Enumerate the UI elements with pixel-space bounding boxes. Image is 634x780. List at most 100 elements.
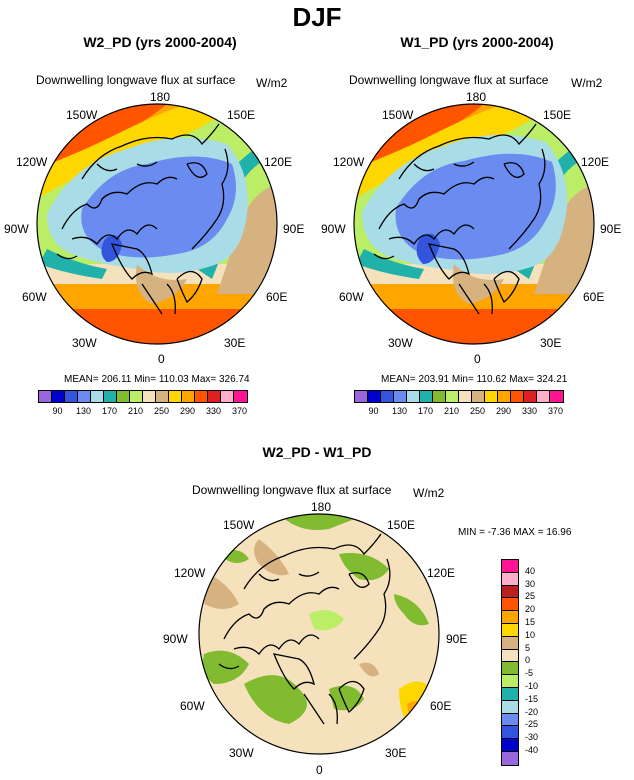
panel-w2-colorbar-swatch [91,391,104,402]
panel-w1-lon-180: 180 [466,90,487,104]
panel-diff-colorbar-label: -10 [525,681,539,691]
panel-w1-colorbar-swatch [407,391,420,402]
panel-w2-colorbar-swatch [104,391,117,402]
panel-w2-colorbar-swatch [39,391,52,402]
panel-diff-colorbar-label: -40 [525,745,539,755]
panel-w2-colorbar-label: 130 [75,406,92,416]
panel-w2-colorbar-label: 290 [179,406,196,416]
panel-diff-lon-120w: 120W [174,566,206,580]
panel-diff-colorbar-swatch [502,751,518,765]
panel-diff-colorbar-labels: 40 30 25 20 15 10 5 0 -5 -10 -15 -20 -25 -30 -40 [525,559,555,769]
panel-diff-colorbar-label: 30 [525,578,536,589]
panel-w2-lon-30e: 30E [224,336,246,350]
panel-diff-lon-60e: 60E [430,699,452,713]
panel-w1-lon-30e: 30E [540,336,562,350]
panel-w2-lon-150e: 150E [227,108,256,122]
panel-w1-map [353,103,595,345]
panel-diff-lon-120e: 120E [427,566,456,580]
panel-w1-lon-120w: 120W [333,155,365,169]
panel-w2-colorbar-swatch [78,391,91,402]
panel-diff-colorbar-swatch [502,739,518,752]
panel-w2-colorbar-label: 370 [231,406,248,416]
panel-w1-lon-150w: 150W [382,108,414,122]
panel-diff-variable: Downwelling longwave flux at surface [192,483,392,497]
panel-w2-lon-60e: 60E [266,290,288,304]
main-title: DJF [292,2,342,32]
panel-w1-stats: MEAN= 203.91 Min= 110.62 Max= 324.21 [381,374,568,385]
panel-diff-colorbar-swatch [502,636,518,650]
panel-w1-colorbar-swatch [433,391,446,402]
panel-diff-colorbar-swatch [502,649,518,663]
panel-w2-units: W/m2 [256,76,288,90]
panel-w2-lon-60w: 60W [22,290,47,304]
panel-w1-colorbar-swatch [368,391,381,402]
panel-w1-colorbar-label: 170 [417,406,434,416]
panel-w2-colorbar-label: 330 [205,406,222,416]
panel-w1-lon-60e: 60E [583,290,605,304]
panel-w2-lon-30w: 30W [72,336,97,350]
panel-diff-colorbar-label: 10 [525,629,536,640]
panel-w1-lon-120e: 120E [581,155,610,169]
panel-diff-title: W2_PD - W1_PD [262,444,372,460]
panel-w2-colorbar-swatch [169,391,182,402]
panel-diff-colorbar-label: -25 [525,719,539,730]
panel-w2-title: W2_PD (yrs 2000-2004) [83,34,237,50]
panel-w2-map [36,103,278,345]
panel-w1-colorbar-swatch [446,391,459,402]
panel-w2-colorbar-swatch [52,391,65,402]
panel-w2-lon-0: 0 [158,352,165,366]
panel-w2-variable: Downwelling longwave flux at surface [36,73,236,87]
panel-w1-colorbar-swatch [381,391,394,402]
panel-diff-colorbar-swatch [502,726,518,740]
panel-w1-colorbar-swatch [485,391,498,402]
panel-w1-lon-150e: 150E [543,108,572,122]
panel-w1-colorbar [354,390,564,403]
panel-w2-colorbar-label: 210 [127,406,144,416]
panel-diff-stats: MIN = -7.36 MAX = 16.96 [458,527,572,538]
panel-diff-lon-60w: 60W [180,699,205,713]
panel-w2-colorbar-swatch [208,391,221,402]
panel-w1-colorbar-swatch [524,391,537,402]
panel-diff-lon-180: 180 [311,500,332,514]
panel-w2-colorbar-swatch [195,391,208,402]
panel-diff-colorbar-swatch [502,611,518,624]
panel-w2-colorbar-label: 170 [101,406,118,416]
panel-w1-colorbar-label: 290 [495,406,512,416]
panel-w1-colorbar-swatch [420,391,433,402]
panel-diff-lon-30w: 30W [229,746,254,760]
panel-w2-colorbar [38,390,248,403]
panel-w2-stats: MEAN= 206.11 Min= 110.03 Max= 326.74 [64,374,250,385]
panel-w2-colorbar-swatch [65,391,78,402]
panel-w2-colorbar-swatch [143,391,156,402]
panel-diff-colorbar-label: 20 [525,604,536,615]
panel-w2-lon-180: 180 [150,90,171,104]
panel-w2-colorbar-label: 90 [52,406,63,416]
panel-w1-colorbar-label: 90 [368,406,379,416]
panel-diff-map [198,513,440,755]
panel-diff-colorbar-swatch [502,713,518,727]
panel-w1-variable: Downwelling longwave flux at surface [349,73,549,87]
panel-w1-colorbar-swatch [537,391,550,402]
panel-w2-lon-120e: 120E [264,155,293,169]
panel-w1-colorbar-label: 250 [469,406,486,416]
panel-diff-colorbar-label: -30 [525,732,539,743]
panel-diff-colorbar-swatch [502,700,518,714]
panel-w2-colorbar-label: 250 [153,406,170,416]
panel-w1-colorbar-label: 370 [547,406,564,416]
panel-diff-colorbar-label: 25 [525,591,536,602]
panel-diff-colorbar-swatch [502,572,518,586]
panel-diff-lon-90w: 90W [163,632,188,646]
panel-diff-colorbar-label: 40 [525,565,536,576]
panel-diff-colorbar-label: 5 [525,642,531,653]
panel-w1-lon-90w: 90W [321,222,346,236]
panel-diff-lon-150e: 150E [387,518,416,532]
panel-w2-colorbar-swatch [117,391,130,402]
panel-w1-colorbar-swatch [459,391,472,402]
panel-w1-title: W1_PD (yrs 2000-2004) [400,34,554,50]
panel-diff-colorbar-swatch [502,687,518,701]
panel-w1-colorbar-swatch [394,391,407,402]
panel-w2-lon-150w: 150W [66,108,98,122]
panel-w1-colorbar-labels: 90 130 170 210 250 290 330 370 [354,406,564,418]
panel-w1-lon-60w: 60W [339,290,364,304]
panel-diff-colorbar-swatch [502,662,518,676]
